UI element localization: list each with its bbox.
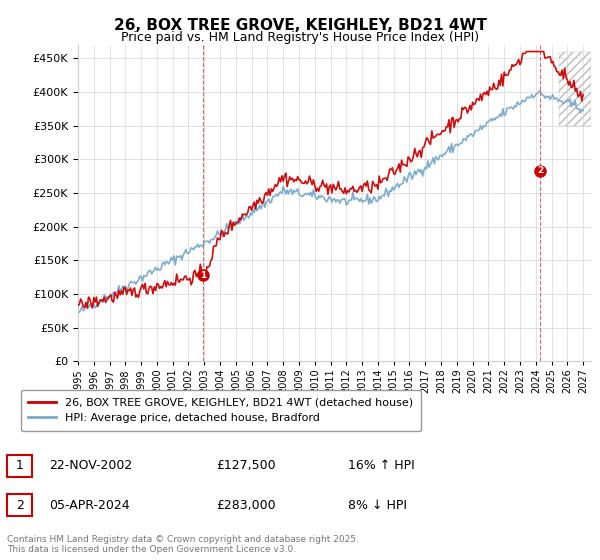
Text: 2: 2: [537, 166, 543, 175]
Text: £127,500: £127,500: [216, 459, 275, 473]
Text: Price paid vs. HM Land Registry's House Price Index (HPI): Price paid vs. HM Land Registry's House …: [121, 31, 479, 44]
Text: Contains HM Land Registry data © Crown copyright and database right 2025.
This d: Contains HM Land Registry data © Crown c…: [7, 535, 359, 554]
Text: 26, BOX TREE GROVE, KEIGHLEY, BD21 4WT: 26, BOX TREE GROVE, KEIGHLEY, BD21 4WT: [113, 18, 487, 33]
Text: 8% ↓ HPI: 8% ↓ HPI: [348, 498, 407, 512]
Text: 2: 2: [16, 498, 24, 512]
Text: 22-NOV-2002: 22-NOV-2002: [49, 459, 133, 473]
Text: 05-APR-2024: 05-APR-2024: [49, 498, 130, 512]
Legend: 26, BOX TREE GROVE, KEIGHLEY, BD21 4WT (detached house), HPI: Average price, det: 26, BOX TREE GROVE, KEIGHLEY, BD21 4WT (…: [20, 390, 421, 431]
Text: 16% ↑ HPI: 16% ↑ HPI: [348, 459, 415, 473]
Text: 1: 1: [16, 459, 24, 473]
Text: £283,000: £283,000: [216, 498, 275, 512]
Text: 1: 1: [200, 271, 206, 280]
